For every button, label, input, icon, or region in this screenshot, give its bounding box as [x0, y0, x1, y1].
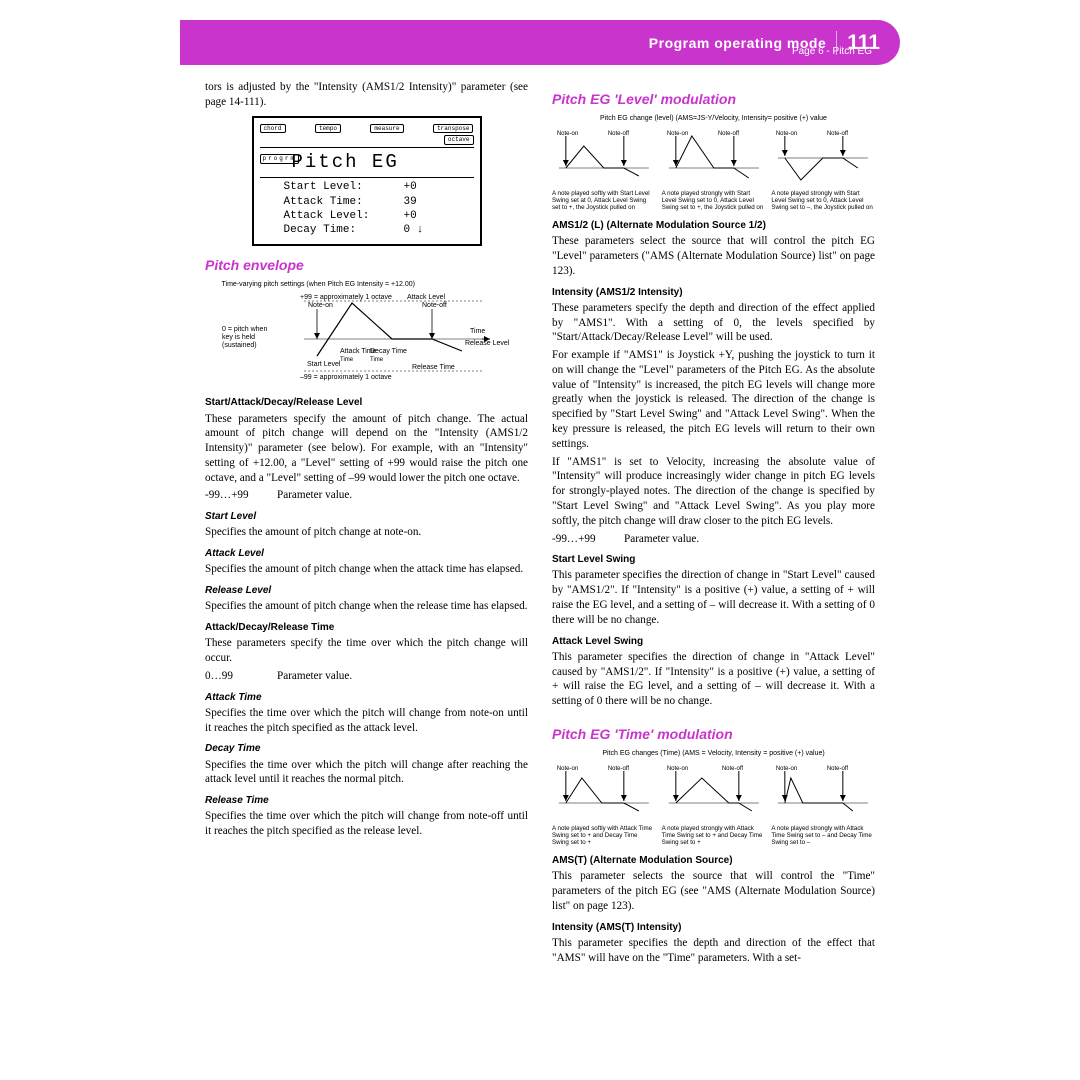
- subheading: AMS1/2 (L) (Alternate Modulation Source …: [552, 219, 875, 232]
- svg-text:+99 = approximately 1 octave: +99 = approximately 1 octave: [300, 294, 392, 301]
- body-text: These parameters select the source that …: [552, 234, 875, 278]
- time-mod-diagrams: Note-on Note-off A note played softly wi…: [552, 763, 875, 846]
- body-text: If "AMS1" is set to Velocity, increasing…: [552, 455, 875, 529]
- subheading: Start Level: [205, 510, 528, 523]
- subheading: AMS(T) (Alternate Modulation Source): [552, 854, 875, 867]
- lcd-tab: chord: [260, 124, 286, 134]
- subheading: Decay Time: [205, 742, 528, 755]
- subheading: Release Time: [205, 794, 528, 807]
- subheading: Attack/Decay/Release Time: [205, 621, 528, 634]
- subheading: Attack Level: [205, 547, 528, 560]
- right-column: Pitch EG 'Level' modulation Pitch EG cha…: [552, 80, 875, 1080]
- subheading: Intensity (AMS(T) Intensity): [552, 921, 875, 934]
- diagram-title: Pitch EG change (level) (AMS=JS-Y/Veloci…: [552, 114, 875, 123]
- body-text: This parameter selects the source that w…: [552, 869, 875, 913]
- svg-text:Time: Time: [470, 328, 485, 335]
- svg-text:Note-off: Note-off: [722, 766, 744, 772]
- header-bar: Program operating mode 111: [180, 20, 900, 65]
- section-heading: Pitch EG 'Time' modulation: [552, 725, 875, 743]
- svg-text:Note-off: Note-off: [827, 766, 849, 772]
- envelope-diagram: Time-varying pitch settings (when Pitch …: [222, 280, 512, 386]
- left-column: tors is adjusted by the "Intensity (AMS1…: [205, 80, 528, 1080]
- body-text: Specifies the amount of pitch change whe…: [205, 599, 528, 614]
- svg-text:Note-off: Note-off: [422, 302, 447, 309]
- svg-text:Release Time: Release Time: [412, 364, 455, 371]
- body-text: Specifies the amount of pitch change whe…: [205, 562, 528, 577]
- level-mod-diagrams: Note-on Note-off A note played softly wi…: [552, 128, 875, 211]
- svg-text:–99 = approximately 1 octave: –99 = approximately 1 octave: [300, 374, 392, 381]
- body-text: These parameters specify the amount of p…: [205, 412, 528, 486]
- body-text: These parameters specify the depth and d…: [552, 301, 875, 345]
- param-range: -99…+99Parameter value.: [205, 488, 528, 503]
- subheading: Attack Time: [205, 691, 528, 704]
- body-text: Specifies the time over which the pitch …: [205, 758, 528, 788]
- subheading: Attack Level Swing: [552, 635, 875, 648]
- section-heading: Pitch EG 'Level' modulation: [552, 90, 875, 108]
- param-range: 0…99Parameter value.: [205, 669, 528, 684]
- svg-text:Note-on: Note-on: [557, 766, 578, 772]
- svg-text:Note-on: Note-on: [667, 766, 688, 772]
- lcd-tab: transpose: [433, 124, 473, 134]
- diagram-title: Pitch EG changes (Time) (AMS = Velocity,…: [552, 749, 875, 758]
- lcd-title: progrm Pitch EG: [260, 147, 474, 178]
- lcd-tab: measure: [370, 124, 403, 134]
- svg-text:Release Level: Release Level: [465, 340, 510, 347]
- body-text: Specifies the amount of pitch change at …: [205, 525, 528, 540]
- svg-text:Decay Time: Decay Time: [370, 348, 407, 355]
- svg-text:Note-on: Note-on: [557, 131, 578, 137]
- content: tors is adjusted by the "Intensity (AMS1…: [205, 80, 875, 1080]
- body-text: For example if "AMS1" is Joystick +Y, pu…: [552, 348, 875, 451]
- svg-text:Note-on: Note-on: [308, 302, 333, 309]
- svg-text:0 = pitch whenkey is held(sust: 0 = pitch whenkey is held(sustained): [222, 326, 267, 349]
- body-text: This parameter specifies the direction o…: [552, 650, 875, 709]
- subheading: Release Level: [205, 584, 528, 597]
- body-text: This parameter specifies the direction o…: [552, 568, 875, 627]
- param-range: -99…+99Parameter value.: [552, 532, 875, 547]
- body-text: Specifies the time over which the pitch …: [205, 809, 528, 839]
- header-subtitle: Page 6 - Pitch EG: [792, 46, 872, 57]
- svg-text:Note-off: Note-off: [608, 766, 630, 772]
- lcd-screenshot: chord tempo measure transpose octave pro…: [252, 116, 482, 246]
- lcd-tab: tempo: [315, 124, 341, 134]
- lcd-tab: octave: [444, 135, 474, 145]
- intro-text: tors is adjusted by the "Intensity (AMS1…: [205, 80, 528, 110]
- svg-text:Note-off: Note-off: [718, 131, 740, 137]
- subheading: Start/Attack/Decay/Release Level: [205, 396, 528, 409]
- svg-text:Note-on: Note-on: [776, 131, 797, 137]
- svg-text:Note-off: Note-off: [608, 131, 630, 137]
- svg-text:Time: Time: [340, 357, 354, 363]
- body-text: This parameter specifies the depth and d…: [552, 936, 875, 966]
- body-text: These parameters specify the time over w…: [205, 636, 528, 666]
- subheading: Start Level Swing: [552, 553, 875, 566]
- svg-text:Note-on: Note-on: [776, 766, 797, 772]
- lcd-params: Start Level:+0 Attack Time:39 Attack Lev…: [260, 180, 474, 237]
- body-text: Specifies the time over which the pitch …: [205, 706, 528, 736]
- svg-text:Note-off: Note-off: [827, 131, 849, 137]
- subheading: Intensity (AMS1/2 Intensity): [552, 286, 875, 299]
- svg-text:Start Level: Start Level: [307, 361, 341, 368]
- svg-text:Attack Level: Attack Level: [407, 294, 446, 301]
- section-heading: Pitch envelope: [205, 256, 528, 274]
- svg-text:Time: Time: [370, 357, 384, 363]
- svg-text:Note-on: Note-on: [667, 131, 688, 137]
